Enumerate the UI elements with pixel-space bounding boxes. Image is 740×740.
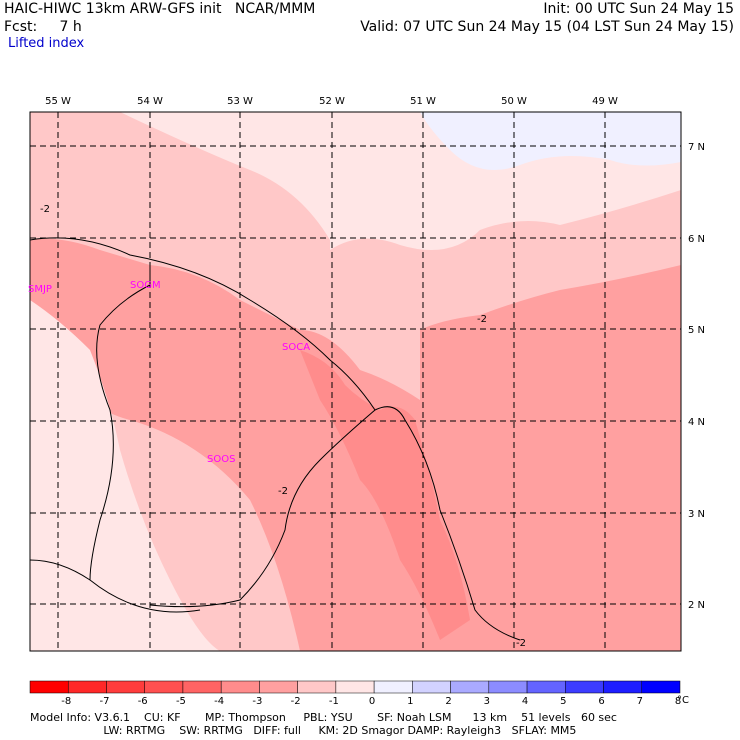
header-title: HAIC-HIWC 13km ARW-GFS init NCAR/MMM: [4, 1, 316, 17]
header-valid: Valid: 07 UTC Sun 24 May 15 (04 LST Sun …: [360, 19, 734, 35]
colorbar-swatch: [297, 680, 337, 694]
lon-label: 55 W: [45, 96, 71, 107]
lon-label: 52 W: [319, 96, 345, 107]
colorbar-label: 6: [598, 696, 604, 707]
station-smjp: SMJP: [28, 284, 52, 295]
colorbar-label: 3: [484, 696, 490, 707]
colorbar-label: -2: [291, 696, 301, 707]
border-southwest: [29, 559, 91, 581]
colorbar: -8 -7 -6 -5 -4 -3 -2 -1 0 1 2 3 4 5 6 7 8: [29, 680, 681, 707]
colorbar-label: 7: [637, 696, 643, 707]
field-name: Lifted index: [8, 36, 85, 51]
colorbar-swatch: [259, 680, 298, 694]
lat-tick-labels: 7 N 6 N 5 N 4 N 3 N 2 N: [688, 142, 705, 611]
colorbar-label: -6: [138, 696, 148, 707]
colorbar-swatch: [220, 680, 260, 694]
lat-label: 6 N: [688, 234, 705, 245]
colorbar-swatch: [106, 680, 145, 694]
contour-label: -2: [516, 638, 526, 649]
lon-tick-labels: 55 W 54 W 53 W 52 W 51 W 50 W 49 W: [45, 96, 618, 107]
colorbar-swatch: [67, 680, 107, 694]
coastline: [29, 237, 521, 641]
lat-label: 3 N: [688, 509, 705, 520]
border-french-guiana: [149, 409, 376, 608]
colorbar-label: 2: [445, 696, 451, 707]
colorbar-swatch: [565, 680, 604, 694]
border-suriname-west: [89, 265, 201, 613]
station-soca: SOCA: [282, 342, 310, 353]
colorbar-label: 1: [407, 696, 413, 707]
contour-label: -2: [477, 314, 487, 325]
colorbar-label: 8: [675, 696, 681, 707]
fill-band-minus4-minus3: [300, 350, 470, 640]
lat-label: 4 N: [688, 417, 705, 428]
colorbar-label: 5: [560, 696, 566, 707]
colorbar-label: -1: [329, 696, 339, 707]
colorbar-swatch: [641, 680, 681, 694]
contour-labels: -2 -2 -2 -2: [40, 204, 526, 649]
header-forecast: Fcst: 7 h: [4, 19, 82, 35]
colorbar-swatch: [526, 680, 566, 694]
colorbar-swatch: [412, 680, 451, 694]
lon-label: 49 W: [592, 96, 618, 107]
station-labels: SMJP SOGM SOCA SOOS: [28, 280, 310, 465]
colorbar-label: 4: [522, 696, 528, 707]
colorbar-swatch: [29, 680, 69, 694]
lat-label: 2 N: [688, 600, 705, 611]
lon-label: 53 W: [227, 96, 253, 107]
lat-label: 5 N: [688, 325, 705, 336]
colorbar-swatch: [488, 680, 528, 694]
latlon-grid: [30, 112, 681, 651]
colorbar-label: -4: [214, 696, 224, 707]
lifted-index-field: [30, 112, 681, 651]
contour-label: -2: [40, 204, 50, 215]
colorbar-swatch: [603, 680, 643, 694]
colorbar-swatch: [335, 680, 375, 694]
fill-band-west-light: [30, 300, 220, 651]
contour-label: -2: [278, 486, 288, 497]
lon-label: 54 W: [137, 96, 163, 107]
colorbar-label: -7: [99, 696, 109, 707]
footer-physics: LW: RRTMG SW: RRTMG DIFF: full KM: 2D Sm…: [30, 724, 577, 737]
colorbar-swatch: [450, 680, 490, 694]
lon-label: 51 W: [410, 96, 436, 107]
fill-band-0-1: [420, 112, 681, 170]
colorbar-swatch: [373, 680, 413, 694]
station-sogm: SOGM: [130, 280, 161, 291]
colorbar-swatch: [144, 680, 184, 694]
coastline-and-borders: [29, 237, 521, 641]
colorbar-label: -3: [252, 696, 262, 707]
colorbar-unit: °C: [677, 695, 689, 706]
colorbar-label: -5: [176, 696, 186, 707]
colorbar-label: -8: [61, 696, 71, 707]
header-init: Init: 00 UTC Sun 24 May 15: [543, 1, 734, 17]
lat-label: 7 N: [688, 142, 705, 153]
footer-model-info: Model Info: V3.6.1 CU: KF MP: Thompson P…: [30, 711, 617, 724]
station-soos: SOOS: [207, 454, 235, 465]
lon-label: 50 W: [501, 96, 527, 107]
colorbar-swatch: [182, 680, 222, 694]
map-frame: [29, 111, 682, 652]
colorbar-label: 0: [369, 696, 375, 707]
